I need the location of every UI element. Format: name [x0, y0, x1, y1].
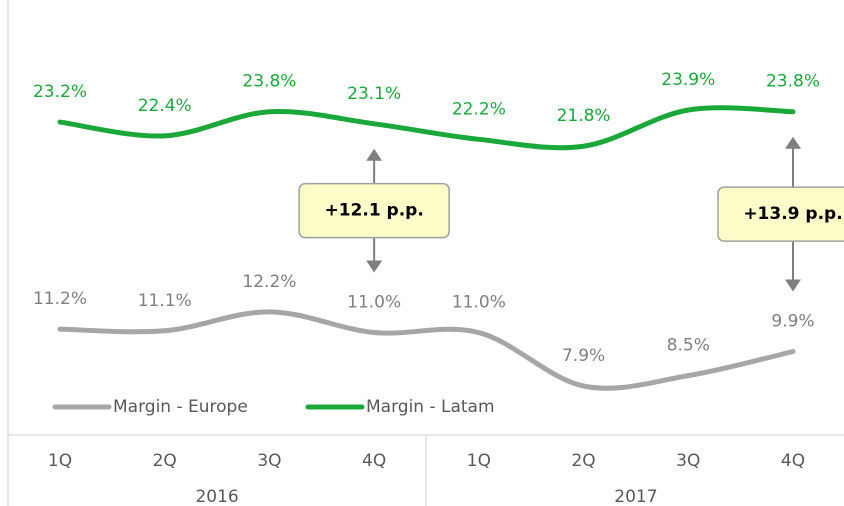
- data-label: 21.8%: [557, 106, 611, 126]
- annotation-text: +13.9 p.p.: [743, 204, 842, 224]
- data-label: 7.9%: [562, 346, 605, 366]
- arrow-head: [366, 148, 383, 161]
- data-label: 9.9%: [771, 312, 814, 332]
- legend-label: Margin - Latam: [366, 397, 495, 417]
- data-label: 23.8%: [766, 72, 820, 92]
- data-label: 12.2%: [242, 272, 296, 292]
- series-line: [57, 309, 796, 391]
- x-tick-label: 3Q: [257, 451, 281, 471]
- x-tick-label: 2Q: [571, 451, 595, 471]
- x-tick-label: 1Q: [48, 451, 72, 471]
- series-line: [57, 105, 796, 151]
- data-label: 11.2%: [33, 289, 87, 309]
- arrow-head: [366, 260, 383, 273]
- data-label: 22.4%: [138, 96, 192, 116]
- x-tick-label: 4Q: [362, 451, 386, 471]
- x-tick-label: 3Q: [676, 451, 700, 471]
- data-label: 11.0%: [347, 293, 401, 313]
- annotation-box: [717, 186, 844, 242]
- x-tick-label: 1Q: [467, 451, 491, 471]
- data-label: 8.5%: [667, 336, 710, 356]
- data-label: 11.1%: [138, 291, 192, 311]
- data-label: 23.9%: [661, 70, 715, 90]
- x-tick-label: 2Q: [153, 451, 177, 471]
- annotation-box: [298, 182, 450, 239]
- legend-label: Margin - Europe: [113, 397, 248, 417]
- data-label: 23.8%: [242, 72, 296, 92]
- annotation-text: +12.1 p.p.: [324, 201, 423, 221]
- data-label: 23.1%: [347, 84, 401, 104]
- group-label: 2017: [614, 487, 657, 506]
- arrow-head: [785, 136, 801, 149]
- data-label: 11.0%: [452, 293, 506, 313]
- arrow-head: [785, 279, 801, 292]
- group-label: 2016: [195, 487, 238, 506]
- x-tick-label: 4Q: [781, 451, 805, 471]
- data-label: 22.2%: [452, 99, 506, 119]
- data-label: 23.2%: [33, 82, 87, 102]
